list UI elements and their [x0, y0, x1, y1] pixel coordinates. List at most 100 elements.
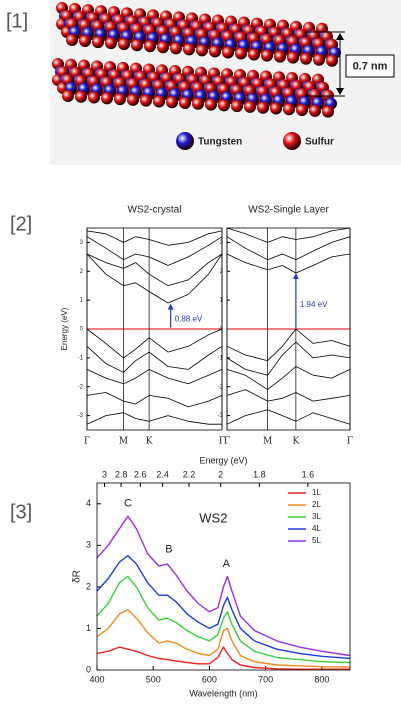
x2-tick-label: 2: [218, 469, 223, 479]
y-tick-label: 2: [86, 581, 91, 591]
sulfur-atom: [127, 93, 139, 106]
legend-label: 1L: [312, 488, 321, 497]
legend-ball: [283, 132, 301, 150]
y-tick-label: -1: [218, 355, 224, 361]
sulfur-atom: [283, 103, 295, 116]
x2-tick-label: 3: [102, 469, 107, 479]
panel-label: [3]: [10, 501, 32, 523]
y-tick-label: 3: [80, 240, 84, 246]
y-tick-label: 3: [86, 540, 91, 550]
legend-label: 5L: [312, 536, 321, 545]
band: [226, 227, 351, 243]
x2-tick-label: 1.6: [302, 469, 315, 479]
sulfur-atom: [114, 93, 126, 106]
x-tick-label: M: [119, 437, 128, 447]
x-tick-label: Γ: [224, 437, 230, 447]
dimension-box: [345, 54, 395, 78]
x-tick-label: Γ: [84, 437, 90, 447]
sulfur-atom: [157, 41, 169, 54]
sulfur-atom: [231, 100, 243, 113]
band: [86, 253, 223, 304]
x-tick-label: 400: [89, 674, 104, 684]
y-axis-label: Energy (eV): [60, 307, 69, 350]
sulfur-atom: [183, 43, 195, 56]
y-axis-label: δR: [72, 570, 83, 583]
panel-label: [1]: [6, 10, 28, 32]
peak-label: B: [165, 543, 172, 555]
spectrum-line: [96, 609, 351, 668]
legend-label: 4L: [312, 524, 321, 533]
peak-label: A: [223, 558, 231, 570]
sulfur-atom: [244, 100, 256, 113]
y-tick-label: 0: [220, 327, 224, 333]
plots: WS2-crystal -3 -2 -1 0 1 2 3 Γ M K Γ 0.88 eV Energy (…: [60, 205, 353, 699]
x-tick-label: K: [146, 437, 153, 447]
x2-axis-label: Energy (eV): [199, 455, 247, 465]
sulfur-atom: [257, 101, 269, 114]
x-axis-label: Wavelength (nm): [189, 688, 257, 698]
sulfur-atom: [179, 97, 191, 110]
x-tick-label: 800: [314, 674, 329, 684]
sulfur-atom: [170, 42, 182, 55]
x2-tick-label: 2.4: [156, 469, 169, 479]
arrow-heads: [336, 33, 344, 95]
sulfur-atom: [326, 54, 338, 67]
legend-label: 3L: [312, 512, 321, 521]
sulfur-atom: [274, 50, 286, 63]
gap-label: 1.94 eV: [300, 300, 328, 309]
x-tick-label: 600: [202, 674, 217, 684]
band: [86, 345, 223, 373]
sulfur-atom: [300, 52, 312, 65]
legend-label: Tungsten: [198, 137, 242, 148]
peak-label: C: [124, 498, 132, 510]
y-tick-label: 1: [220, 298, 224, 304]
band: [226, 409, 351, 425]
sulfur-atom: [222, 46, 234, 59]
band: [226, 328, 351, 362]
legend-ball: [176, 132, 194, 150]
x-tick-label: Γ: [347, 437, 353, 447]
x-tick-label: Γ: [219, 437, 225, 447]
band: [86, 253, 223, 287]
sulfur-atom: [309, 104, 321, 117]
sulfur-atom: [88, 91, 100, 104]
x2-tick-label: 2.6: [134, 469, 147, 479]
gap-label: 0.88 eV: [175, 315, 203, 324]
band: [226, 341, 351, 376]
dimension-label: 0.7 nm: [353, 60, 388, 72]
y-tick-label: -3: [78, 413, 84, 419]
band: [86, 392, 223, 408]
sulfur-atom: [261, 49, 273, 62]
plot-frame: [86, 227, 223, 431]
sulfur-atom: [79, 35, 91, 48]
y-tick-label: 0: [86, 664, 91, 674]
x-tick-label: 700: [258, 674, 273, 684]
sulfur-atom: [140, 94, 152, 107]
sulfur-atom: [270, 102, 282, 115]
sulfur-atom: [153, 95, 165, 108]
spectrum-line: [96, 515, 351, 657]
sulfur-atom: [66, 34, 78, 46]
sulfur-atom: [205, 98, 217, 111]
y-tick-label: 3: [220, 240, 224, 246]
y-tick-label: -2: [78, 384, 84, 390]
sulfur-atom: [313, 53, 325, 66]
band: [226, 366, 351, 390]
sulfur-atom: [322, 105, 334, 118]
band: [226, 253, 351, 274]
y-tick-label: -2: [218, 384, 224, 390]
plot-frame: [96, 482, 351, 671]
sulfur-atom: [196, 44, 208, 57]
sulfur-atom: [209, 45, 221, 58]
band: [86, 369, 223, 385]
crystal-structure: [52, 2, 341, 118]
y-tick-label: 2: [220, 269, 224, 275]
chart-title: WS2-crystal: [128, 205, 182, 216]
spectrum-line: [96, 575, 351, 664]
plot-frame: [226, 227, 351, 431]
sulfur-atom: [101, 92, 113, 105]
x-tick-label: 500: [146, 674, 161, 684]
sulfur-atom: [296, 104, 308, 117]
gap-arrow-head: [292, 273, 299, 280]
